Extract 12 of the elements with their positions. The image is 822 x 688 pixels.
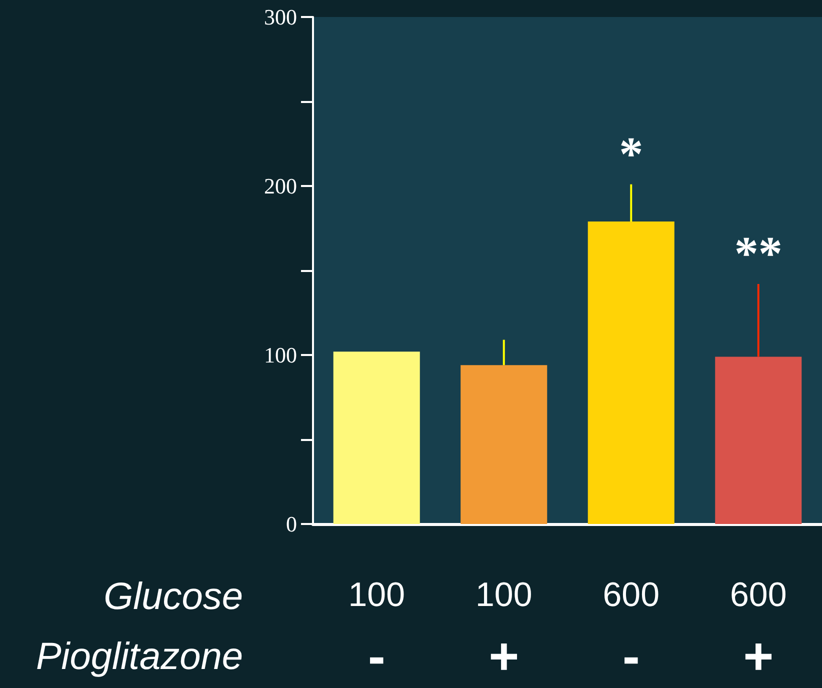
x-tick-label: 600 +	[730, 576, 787, 686]
x-tick-label: 600 -	[602, 576, 660, 686]
text: Glucose	[104, 576, 243, 618]
annotation: **	[734, 228, 782, 281]
y-tick-label: 200	[264, 174, 297, 198]
x-tick-label: 100 -	[348, 576, 405, 686]
x-tick-label: 100 +	[476, 576, 532, 686]
y-tick-label: 300	[264, 4, 297, 30]
y-tick-label: 0	[286, 512, 297, 536]
text: Pioglitazone	[36, 636, 243, 678]
annotation: *	[619, 128, 644, 181]
y-tick-label: 100	[264, 342, 297, 368]
